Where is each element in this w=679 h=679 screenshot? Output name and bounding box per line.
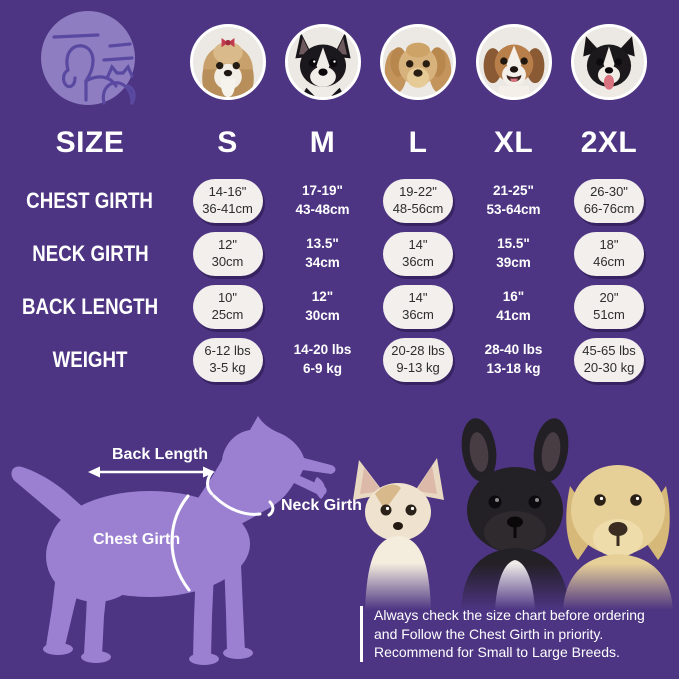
column-header-xl: XL [493,126,534,159]
note-line-1: Always check the size chart before order… [374,607,645,623]
cell-weight-m: 14-20 lbs 6-9 kg [293,342,352,376]
labrador-photo [563,465,673,610]
french-bulldog-photo [461,418,569,610]
row-label-neck-girth: NECK GIRTH [31,240,149,266]
size-table: SIZE S M L XL 2XL CHEST GIRTH 14-16" 36-4… [0,12,657,386]
dog-photo-boston-terrier [284,24,361,100]
cell-chest-girth-2xl: 26-30" 66-76cm [574,178,644,223]
cell-weight-l: 20-28 lbs 9-13 kg [383,337,453,382]
note-line-2: and Follow the Chest Girth in priority. [374,625,604,642]
cell-neck-girth-s: 12" 30cm [192,231,263,276]
cell-back-length-l: 14" 36cm [383,284,453,329]
cell-chest-girth-l: 19-22" 48-56cm [383,178,453,223]
cell-chest-girth-m: 17-19" 43-48cm [295,183,350,217]
dogs-photo-group [353,418,673,610]
column-header-m: M [309,126,336,159]
cell-back-length-2xl: 20" 51cm [574,284,644,329]
row-label-back-length: BACK LENGTH [21,293,159,319]
brand-logo-dog-cat-icon [41,11,136,105]
chest-girth-label: Chest Girth [93,531,181,548]
cell-neck-girth-2xl: 18" 46cm [574,231,644,276]
cell-chest-girth-xl: 21-25" 53-64cm [486,183,541,217]
note-line-3: Recommend for Small to Large Breeds. [374,644,620,661]
note-text: Always check the size chart before order… [360,606,679,662]
dog-photo-border-collie [571,24,647,100]
cell-back-length-s: 10" 25cm [192,284,263,329]
dog-photo-shih-tzu [189,24,266,100]
column-header-s: S [217,126,238,159]
cell-chest-girth-s: 14-16" 36-41cm [192,178,263,223]
cell-back-length-xl: 16" 41cm [496,289,531,323]
dog-photo-cocker-spaniel [380,24,456,100]
neck-girth-label: Neck Girth [281,497,362,514]
table-corner-empty [0,12,180,112]
cell-neck-girth-m: 13.5" 34cm [305,236,340,270]
cell-weight-s: 6-12 lbs 3-5 kg [192,337,263,382]
dog-photo-beagle [475,24,552,100]
cell-weight-2xl: 45-65 lbs 20-30 kg [574,337,644,382]
column-header-l: L [408,126,428,159]
column-header-2xl: 2XL [580,126,638,159]
chihuahua-photo [353,458,444,610]
measurement-diagram-dog-silhouette [11,416,336,665]
cell-neck-girth-l: 14" 36cm [383,231,453,276]
size-header-label: SIZE [55,126,125,159]
row-label-chest-girth: CHEST GIRTH [26,187,154,213]
cell-weight-xl: 28-40 lbs 13-18 kg [484,342,543,376]
back-length-label: Back Length [111,446,208,463]
cell-neck-girth-xl: 15.5" 39cm [496,236,531,270]
row-label-weight: WEIGHT [52,346,128,372]
cell-back-length-m: 12" 30cm [305,289,340,323]
